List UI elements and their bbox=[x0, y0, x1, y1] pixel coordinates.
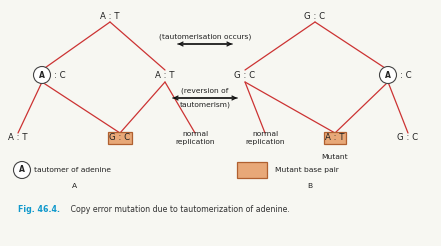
Text: G : C: G : C bbox=[397, 134, 419, 142]
Text: tautomerism): tautomerism) bbox=[179, 101, 231, 108]
Text: A : T: A : T bbox=[325, 134, 345, 142]
Text: B: B bbox=[307, 183, 313, 189]
Circle shape bbox=[380, 66, 396, 83]
Text: : C: : C bbox=[54, 71, 66, 79]
Text: : C: : C bbox=[400, 71, 411, 79]
Text: A : T: A : T bbox=[155, 71, 175, 79]
Text: Mutant base pair: Mutant base pair bbox=[275, 167, 339, 173]
Text: G : C: G : C bbox=[235, 71, 256, 79]
Text: (tautomerisation occurs): (tautomerisation occurs) bbox=[159, 33, 251, 40]
Text: A: A bbox=[385, 71, 391, 79]
Text: normal
replication: normal replication bbox=[175, 131, 215, 145]
Text: A: A bbox=[19, 166, 25, 174]
Circle shape bbox=[34, 66, 51, 83]
Text: A : T: A : T bbox=[100, 12, 120, 21]
Text: tautomer of adenine: tautomer of adenine bbox=[34, 167, 111, 173]
Text: G : C: G : C bbox=[304, 12, 325, 21]
Text: Mutant: Mutant bbox=[321, 154, 348, 160]
Text: A: A bbox=[39, 71, 45, 79]
Text: Copy error mutation due to tautomerization of adenine.: Copy error mutation due to tautomerizati… bbox=[68, 205, 290, 214]
Text: A : T: A : T bbox=[8, 134, 28, 142]
Text: A: A bbox=[72, 183, 78, 189]
Text: (reversion of: (reversion of bbox=[181, 88, 229, 94]
Text: Fig. 46.4.: Fig. 46.4. bbox=[18, 205, 60, 214]
Text: G : C: G : C bbox=[109, 134, 131, 142]
Circle shape bbox=[14, 162, 30, 179]
FancyBboxPatch shape bbox=[237, 162, 267, 178]
Text: normal
replication: normal replication bbox=[245, 131, 285, 145]
